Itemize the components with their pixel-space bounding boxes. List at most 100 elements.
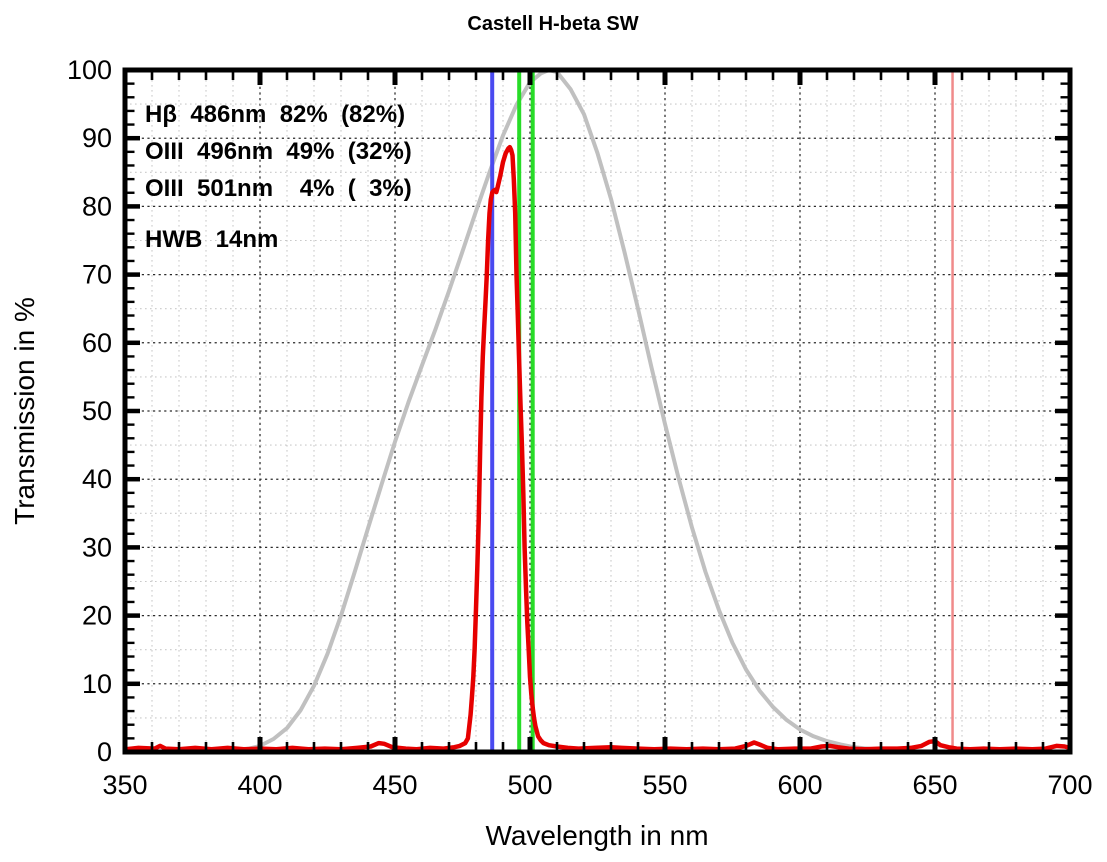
x-minor-tick bbox=[420, 742, 424, 750]
y-minor-tick bbox=[127, 355, 135, 358]
x-minor-tick bbox=[825, 742, 829, 750]
y-minor-tick bbox=[1060, 628, 1068, 631]
x-major-tick bbox=[932, 72, 938, 85]
y-minor-tick bbox=[1060, 123, 1068, 126]
y-minor-tick bbox=[127, 505, 135, 508]
y-minor-tick bbox=[127, 218, 135, 222]
y-minor-tick bbox=[1060, 505, 1068, 508]
y-minor-tick bbox=[1060, 287, 1068, 290]
y-major-tick bbox=[127, 749, 140, 755]
y-minor-tick bbox=[1060, 600, 1068, 604]
x-minor-tick bbox=[771, 72, 775, 80]
y-minor-tick bbox=[1060, 655, 1068, 658]
y-minor-tick bbox=[1060, 668, 1068, 672]
x-minor-tick bbox=[366, 742, 370, 750]
y-minor-tick bbox=[1060, 150, 1068, 154]
x-minor-tick bbox=[150, 742, 154, 750]
x-minor-tick bbox=[474, 72, 478, 80]
y-minor-tick bbox=[1060, 96, 1068, 99]
y-major-tick bbox=[1055, 545, 1068, 550]
y-minor-tick bbox=[127, 96, 135, 99]
x-major-tick bbox=[797, 72, 803, 85]
y-major-tick bbox=[1055, 135, 1068, 141]
y-minor-tick bbox=[1060, 737, 1068, 740]
y-minor-tick bbox=[1060, 559, 1068, 563]
x-major-tick bbox=[1067, 72, 1073, 85]
x-minor-tick bbox=[771, 742, 775, 750]
filter-transmission-curve bbox=[122, 144, 1073, 752]
y-minor-tick bbox=[1060, 450, 1068, 454]
x-minor-tick bbox=[204, 72, 208, 80]
x-minor-tick bbox=[177, 72, 181, 80]
x-tick-label: 600 bbox=[777, 770, 822, 800]
y-minor-tick bbox=[127, 437, 135, 440]
y-minor-tick bbox=[127, 628, 135, 631]
y-minor-tick bbox=[1060, 532, 1068, 535]
x-minor-tick bbox=[501, 742, 505, 750]
y-minor-tick bbox=[127, 737, 135, 740]
x-axis-title: Wavelength in nm bbox=[485, 820, 708, 851]
annotation-oiii-501: OIII 501nm 4% ( 3%) bbox=[145, 175, 412, 202]
y-major-tick bbox=[127, 681, 140, 687]
y-minor-tick bbox=[1060, 437, 1068, 440]
x-minor-tick bbox=[717, 72, 721, 80]
y-minor-tick bbox=[127, 232, 135, 235]
y-tick-label: 10 bbox=[82, 669, 112, 699]
gridlines bbox=[125, 70, 1070, 752]
x-major-tick bbox=[392, 72, 398, 85]
x-minor-tick bbox=[555, 72, 559, 80]
x-tick-label: 350 bbox=[102, 770, 147, 800]
y-major-tick bbox=[127, 340, 140, 346]
x-minor-tick bbox=[204, 742, 208, 750]
y-major-tick bbox=[1055, 681, 1068, 687]
y-minor-tick bbox=[1060, 177, 1068, 181]
y-major-tick bbox=[127, 204, 140, 209]
x-minor-tick bbox=[879, 72, 883, 80]
y-minor-tick bbox=[1060, 259, 1068, 263]
plot-border bbox=[122, 67, 1073, 755]
x-minor-tick bbox=[420, 72, 424, 80]
y-minor-tick bbox=[127, 573, 135, 576]
y-minor-tick bbox=[127, 723, 135, 726]
x-minor-tick bbox=[825, 72, 829, 80]
x-major-tick bbox=[797, 737, 803, 750]
x-major-tick bbox=[392, 737, 398, 750]
x-major-tick bbox=[662, 737, 668, 750]
x-minor-tick bbox=[339, 72, 343, 80]
y-minor-tick bbox=[127, 164, 135, 167]
y-minor-tick bbox=[1060, 382, 1068, 385]
x-minor-tick bbox=[609, 72, 613, 80]
x-minor-tick bbox=[744, 72, 748, 80]
x-minor-tick bbox=[906, 742, 910, 750]
x-minor-tick bbox=[879, 742, 883, 750]
x-minor-tick bbox=[312, 742, 316, 750]
y-minor-tick bbox=[127, 559, 135, 563]
y-minor-tick bbox=[1060, 491, 1068, 495]
y-minor-tick bbox=[1060, 573, 1068, 576]
y-tick-label: 0 bbox=[97, 737, 112, 767]
y-minor-tick bbox=[127, 246, 135, 249]
y-minor-tick bbox=[1060, 109, 1068, 113]
y-minor-tick bbox=[127, 518, 135, 522]
y-minor-tick bbox=[127, 300, 135, 304]
x-minor-tick bbox=[582, 72, 586, 80]
y-minor-tick bbox=[127, 396, 135, 399]
y-tick-label: 40 bbox=[82, 464, 112, 494]
x-minor-tick bbox=[501, 72, 505, 80]
y-minor-tick bbox=[1060, 641, 1068, 645]
y-major-tick bbox=[1055, 340, 1068, 346]
y-major-tick bbox=[127, 135, 140, 141]
y-minor-tick bbox=[1060, 464, 1068, 467]
x-minor-tick bbox=[906, 72, 910, 80]
y-minor-tick bbox=[127, 450, 135, 454]
y-minor-tick bbox=[127, 668, 135, 672]
x-minor-tick bbox=[312, 72, 316, 80]
x-minor-tick bbox=[690, 72, 694, 80]
x-tick-label: 650 bbox=[912, 770, 957, 800]
x-minor-tick bbox=[150, 72, 154, 80]
curves bbox=[122, 68, 1073, 754]
x-major-tick bbox=[527, 737, 533, 750]
x-minor-tick bbox=[285, 72, 289, 80]
x-minor-tick bbox=[852, 72, 856, 80]
